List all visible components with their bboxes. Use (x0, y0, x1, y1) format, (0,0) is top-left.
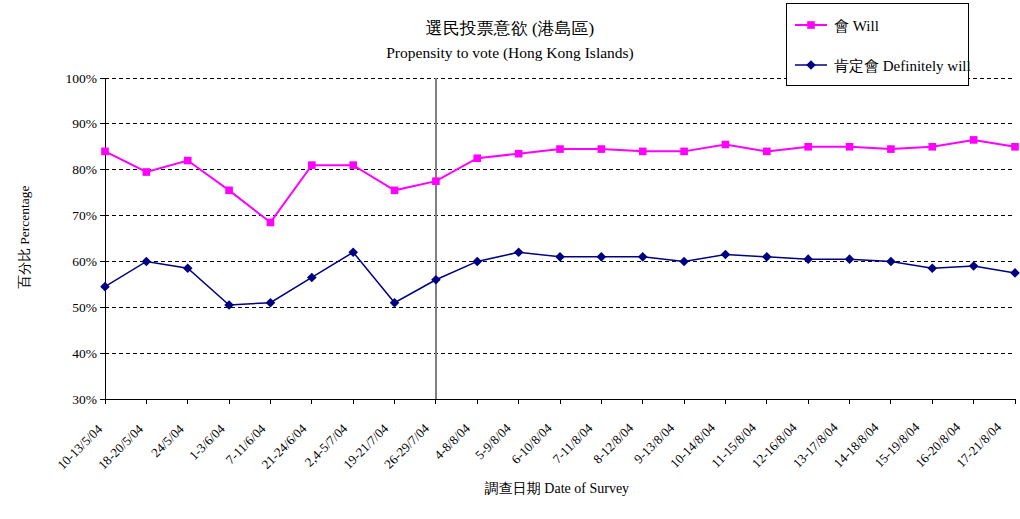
will-marker (970, 136, 978, 144)
legend-definitely-label: 肯定會 Definitely will (834, 58, 971, 74)
chart-subtitle: Propensity to vote (Hong Kong Islands) (386, 44, 634, 62)
will-marker (473, 154, 481, 162)
will-marker (349, 161, 357, 169)
definitely-will-marker (1010, 268, 1020, 278)
x-tick-label: 26-29/7/04 (381, 420, 432, 471)
definitely-will-marker (514, 247, 524, 257)
definitely-will-marker (845, 254, 855, 264)
y-tick-label: 30% (72, 392, 97, 407)
will-marker (639, 148, 647, 156)
will-marker (184, 157, 192, 165)
definitely-will-marker (431, 275, 441, 285)
x-tick-label: 4-8/8/04 (431, 420, 473, 462)
x-tick-label: 8-12/8/04 (590, 420, 637, 467)
definitely-will-marker (555, 252, 565, 262)
y-tick-label: 60% (72, 254, 97, 269)
propensity-to-vote-chart: 30%40%50%60%70%80%90%100%10-13/5/0418-20… (0, 0, 1020, 519)
y-tick-label: 70% (72, 208, 97, 223)
will-marker (143, 168, 151, 176)
will-marker (680, 148, 688, 156)
x-tick-label: 21-24/6/04 (258, 421, 309, 472)
will-marker (556, 145, 564, 153)
will-marker (391, 187, 399, 195)
will-marker (101, 148, 109, 156)
y-tick-label: 40% (72, 346, 97, 361)
definitely-will-marker (886, 257, 896, 267)
will-marker (225, 187, 233, 195)
will-marker (432, 177, 440, 185)
definitely-will-marker (307, 273, 317, 283)
will-marker (267, 219, 275, 227)
legend-will-label: 會 Will (834, 18, 879, 34)
y-tick-label: 50% (72, 300, 97, 315)
y-tick-label: 90% (72, 116, 97, 131)
definitely-will-marker (100, 282, 110, 292)
legend: 會 Will 肯定會 Definitely will (787, 4, 971, 86)
will-marker (1011, 143, 1019, 151)
will-marker (846, 143, 854, 151)
chart-canvas: 30%40%50%60%70%80%90%100%10-13/5/0418-20… (0, 0, 1020, 519)
definitely-will-marker (266, 298, 276, 308)
will-marker (804, 143, 812, 151)
y-tick-label: 100% (66, 71, 98, 86)
y-tick-label: 80% (72, 162, 97, 177)
x-tick-label: 17-21/8/04 (953, 419, 1004, 470)
x-tick-label: 6-10/8/04 (508, 420, 555, 467)
x-tick-label: 18-20/5/04 (95, 421, 146, 472)
definitely-will-marker (803, 254, 813, 264)
definitely-will-marker (927, 264, 937, 274)
definitely-will-marker (679, 257, 689, 267)
chart-title: 選民投票意欲 (港島區) (426, 19, 595, 38)
x-tick-label: 7-11/8/04 (549, 420, 595, 466)
will-marker (308, 161, 316, 169)
will-marker (928, 143, 936, 151)
will-marker (763, 148, 771, 156)
will-marker (515, 150, 523, 158)
will-marker (598, 145, 606, 153)
y-axis-title: 百分比 Percentage (17, 185, 32, 288)
definitely-will-marker (142, 257, 152, 267)
definitely-will-marker (597, 252, 607, 262)
will-marker (887, 145, 895, 153)
definitely-will-marker (472, 257, 482, 267)
legend-will-marker (807, 21, 815, 29)
x-tick-label: 24/5/04 (148, 421, 187, 460)
definitely-will-marker (638, 252, 648, 262)
definitely-will-marker (721, 250, 731, 260)
definitely-will-marker (762, 252, 772, 262)
will-marker (722, 141, 730, 149)
x-axis-title: 調查日期 Date of Survey (485, 481, 629, 496)
definitely-will-marker (969, 261, 979, 271)
